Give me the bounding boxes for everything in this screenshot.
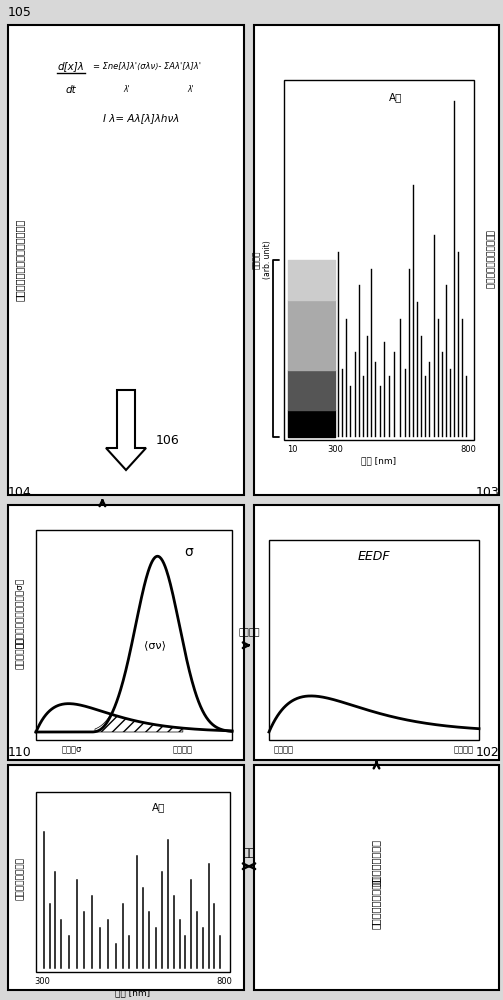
Text: 电子能量: 电子能量 xyxy=(238,628,260,637)
Text: EEDF: EEDF xyxy=(358,550,390,563)
Text: A区: A区 xyxy=(152,802,166,812)
Text: 通过等离子体发射: 通过等离子体发射 xyxy=(371,840,381,886)
Text: dt: dt xyxy=(65,85,76,95)
Bar xyxy=(36,530,232,740)
Bar xyxy=(254,505,499,760)
Bar xyxy=(8,765,244,990)
Text: 800: 800 xyxy=(460,445,476,454)
Text: 波长 [nm]: 波长 [nm] xyxy=(362,456,396,465)
Text: 800: 800 xyxy=(216,977,232,986)
Text: 103: 103 xyxy=(475,486,499,499)
Text: 10: 10 xyxy=(287,445,297,454)
Text: 比较: 比较 xyxy=(242,848,256,858)
Bar xyxy=(284,80,474,440)
Text: A区: A区 xyxy=(388,92,402,102)
Bar xyxy=(254,765,499,990)
Text: 102: 102 xyxy=(475,746,499,759)
Text: 电子能量: 电子能量 xyxy=(173,745,193,754)
Text: I λ= Aλ[λ]λhνλ: I λ= Aλ[λ]λhνλ xyxy=(103,113,180,123)
Bar xyxy=(254,25,499,495)
Text: 计算每个波长的紫外线发射强度: 计算每个波长的紫外线发射强度 xyxy=(15,219,25,301)
Bar xyxy=(269,540,479,740)
Text: 截面积σ: 截面积σ xyxy=(61,745,81,754)
Text: 碰撞频率: 碰撞频率 xyxy=(274,745,294,754)
Text: 电子能量: 电子能量 xyxy=(454,745,474,754)
Text: 106: 106 xyxy=(156,434,180,446)
Text: λ': λ' xyxy=(188,85,194,94)
Text: 模拟来预测发射强度: 模拟来预测发射强度 xyxy=(371,877,381,929)
Bar xyxy=(8,505,244,760)
Bar xyxy=(8,25,244,495)
Text: 300: 300 xyxy=(327,445,343,454)
Text: 300: 300 xyxy=(34,977,50,986)
Text: 光谱强度
(arb. unit): 光谱强度 (arb. unit) xyxy=(253,241,272,279)
Text: 利用发射种类的截面积（σ）: 利用发射种类的截面积（σ） xyxy=(16,578,25,648)
Text: ⟨σν⟩: ⟨σν⟩ xyxy=(144,641,166,650)
Text: σ: σ xyxy=(185,545,193,559)
Bar xyxy=(36,792,230,972)
Text: 进行交叉验证: 进行交叉验证 xyxy=(16,637,25,669)
Text: = Σne[λ]λ'⟨σλν⟩- ΣAλ'[λ]λ': = Σne[λ]λ'⟨σλν⟩- ΣAλ'[λ]λ' xyxy=(93,62,201,71)
Text: 104: 104 xyxy=(8,486,32,499)
Text: 可见光区光谱数据: 可见光区光谱数据 xyxy=(16,856,25,900)
Text: 波长 [nm]: 波长 [nm] xyxy=(115,988,150,997)
Text: 105: 105 xyxy=(8,6,32,19)
Text: λ': λ' xyxy=(124,85,130,94)
Text: 110: 110 xyxy=(8,746,32,759)
Text: d[x]λ: d[x]λ xyxy=(57,61,85,71)
Text: 紫外线区中的光谱的分布: 紫外线区中的光谱的分布 xyxy=(484,230,493,290)
FancyArrow shape xyxy=(106,390,146,470)
